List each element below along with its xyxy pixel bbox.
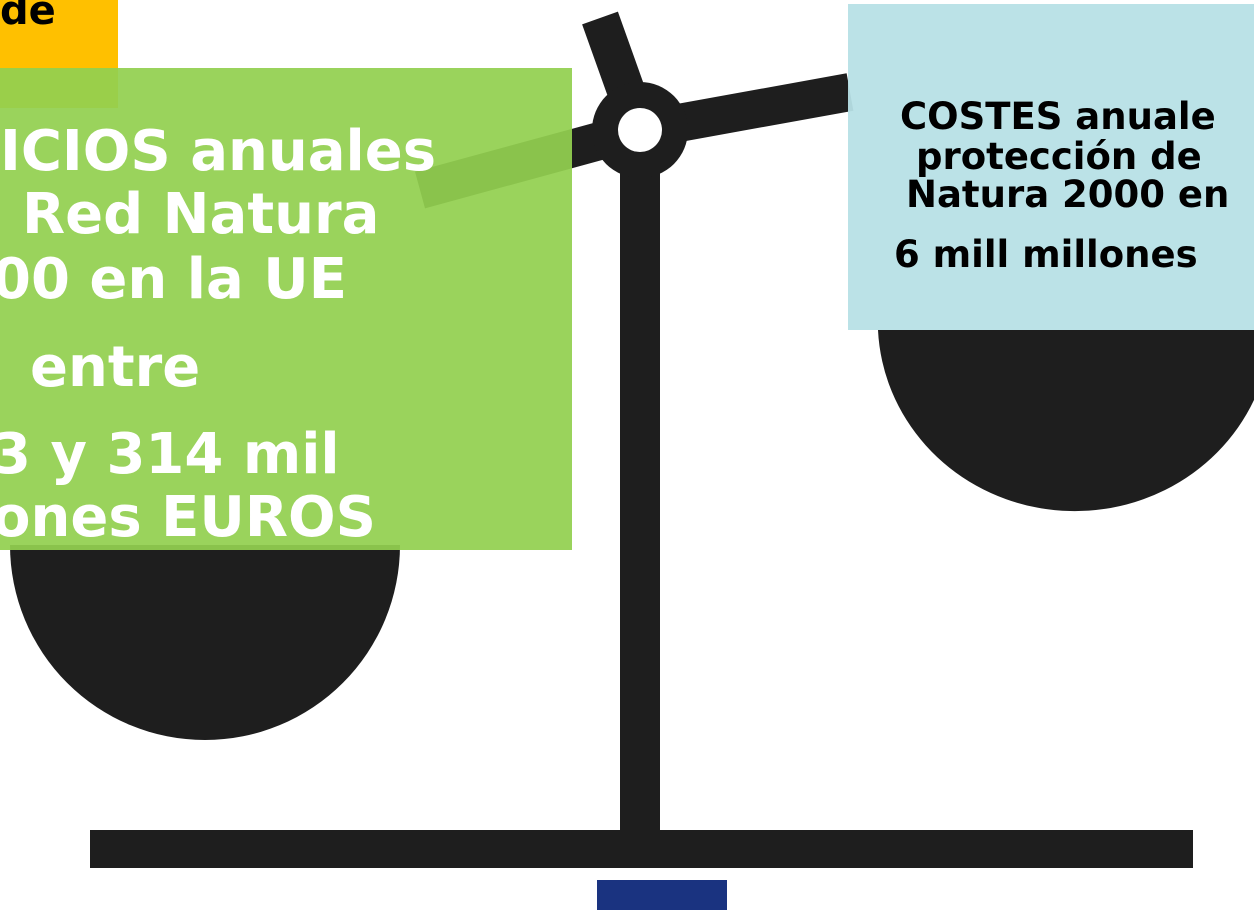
costs-box: COSTES anuale protección de Natura 2000 … bbox=[848, 4, 1254, 330]
pivot-hole bbox=[618, 108, 662, 152]
benefits-box: ICIOS anuales Red Natura 00 en la UE ent… bbox=[0, 68, 572, 550]
costs-line: COSTES anuale bbox=[900, 98, 1216, 135]
benefits-line: ones EUROS bbox=[0, 490, 376, 546]
top-box-text: de bbox=[0, 0, 56, 34]
base bbox=[90, 830, 1193, 868]
footer-block bbox=[597, 880, 727, 910]
left-pan bbox=[10, 545, 400, 740]
costs-line: Natura 2000 en bbox=[906, 176, 1229, 213]
benefits-line: Red Natura bbox=[22, 187, 379, 243]
benefits-line: ICIOS anuales bbox=[0, 124, 436, 180]
right-pan bbox=[878, 330, 1254, 511]
benefits-line: entre bbox=[30, 340, 200, 396]
benefits-line: 00 en la UE bbox=[0, 252, 347, 308]
slide: de ICIOS anuales Red Natura 00 en la UE … bbox=[0, 0, 1254, 910]
costs-line: 6 mill millones bbox=[894, 236, 1198, 273]
costs-line: protección de bbox=[916, 138, 1202, 175]
benefits-line: 3 y 314 mil bbox=[0, 427, 340, 483]
pole bbox=[620, 160, 660, 840]
